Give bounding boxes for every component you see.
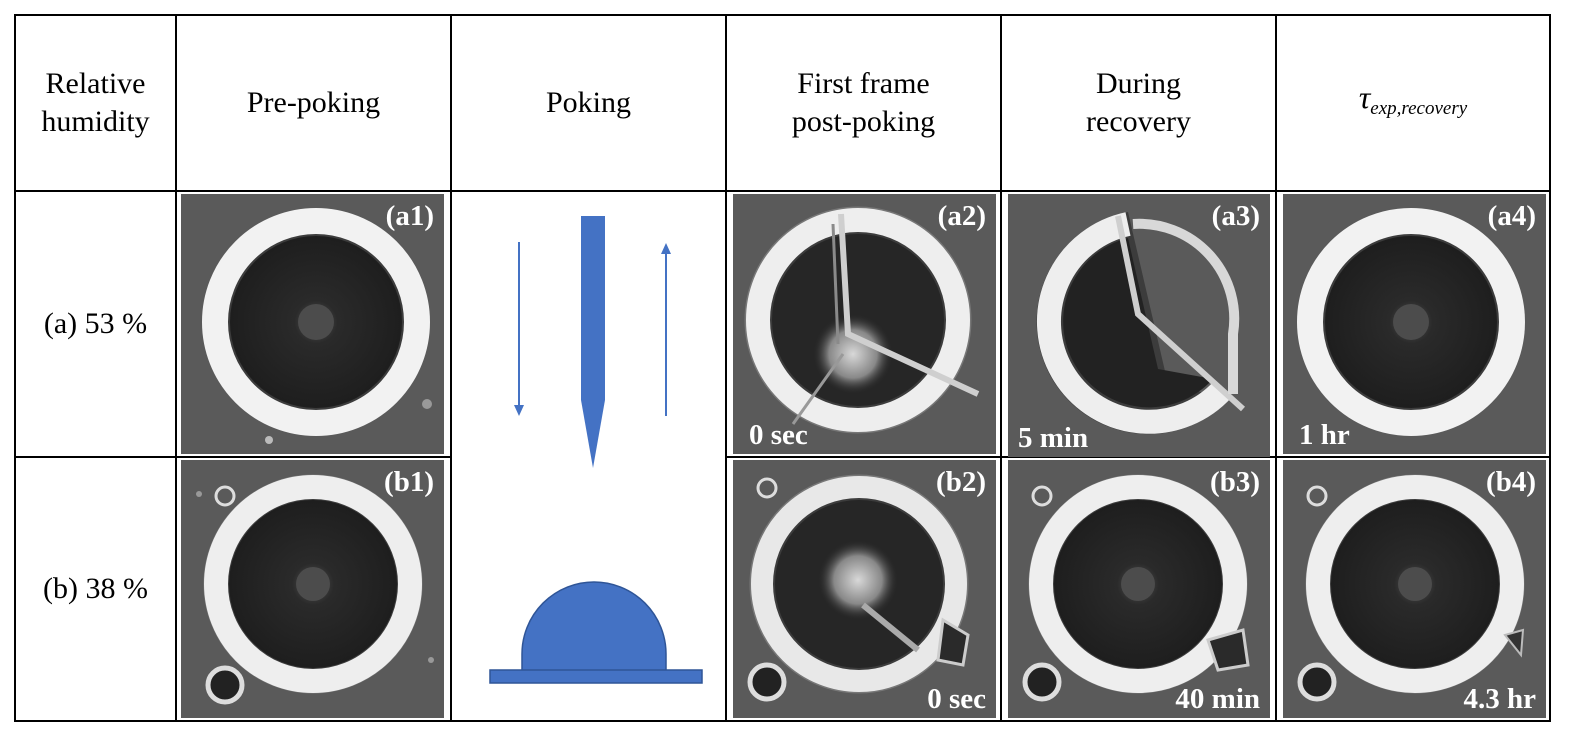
image-panel-b1: (b1) [181,460,444,718]
header-relative-humidity-line1: Relative [45,67,146,100]
col-border-3 [725,14,727,722]
header-during-recovery-line1: During [1096,67,1181,100]
image-panel-a3: (a3) 5 min [1008,194,1270,457]
header-first-frame-line2: post-poking [791,105,936,138]
row-divider-right [726,456,1551,458]
header-relative-humidity-line2: humidity [41,105,150,138]
droplet-image-a1 [202,208,432,444]
time-label-b4: 4.3 hr [1463,683,1537,715]
col-border-6 [1549,14,1551,722]
row-label-a: (a) 53 % [43,307,148,340]
poking-schematic [489,216,703,684]
panel-label-b1: (b1) [384,466,434,498]
time-label-a2: 0 sec [749,419,808,451]
droplet-icon [521,581,667,673]
image-panel-a4: (a4) 1 hr [1283,194,1546,454]
droplet-image-a2 [744,206,980,434]
header-tau-recovery: τexp,recovery [1277,16,1549,190]
header-first-frame: First frame post-poking [727,16,1000,190]
panel-label-b4: (b4) [1486,466,1536,498]
header-poking: Poking [452,16,725,190]
header-tau-subscript: exp,recovery [1370,98,1468,119]
col-border-5 [1275,14,1277,722]
table-bottom-border [14,720,1551,722]
droplet-image-b4 [1297,474,1525,702]
panel-label-a1: (a1) [385,200,434,232]
substrate-icon [489,669,703,684]
col-border-2 [450,14,452,722]
needle-icon [581,216,605,468]
droplet-image-b3 [1022,474,1250,702]
droplet-image-a3 [1036,212,1246,435]
header-first-frame-line1: First frame [797,67,930,100]
row-label-b: (b) 38 % [43,572,148,605]
header-relative-humidity: Relative humidity [16,16,175,190]
time-label-b2: 0 sec [927,683,986,715]
up-arrow-head [661,243,671,254]
image-panel-b2: (b2) 0 sec [733,460,996,718]
header-poking-text: Poking [545,86,632,119]
time-label-a3: 5 min [1018,422,1089,454]
panel-label-b2: (b2) [936,466,986,498]
header-pre-poking: Pre-poking [177,16,450,190]
droplet-image-a4 [1297,208,1525,436]
table-top-border [14,14,1551,16]
header-tau-symbol: τexp,recovery [1358,79,1468,119]
header-pre-poking-text: Pre-poking [246,86,381,119]
droplet-image-b2 [747,474,970,702]
col-border-0 [14,14,16,722]
panel-label-b3: (b3) [1210,466,1260,498]
image-panel-b3: (b3) 40 min [1008,460,1270,718]
col-border-1 [175,14,177,722]
panel-label-a3: (a3) [1211,200,1260,232]
header-during-recovery-line2: recovery [1086,105,1191,138]
panel-label-a4: (a4) [1487,200,1536,232]
down-arrow-head [514,405,524,416]
image-panel-a1: (a1) [181,194,444,454]
panel-label-a2: (a2) [937,200,986,232]
time-label-a4: 1 hr [1299,419,1350,451]
droplet-image-b1 [196,474,434,705]
header-during-recovery: During recovery [1002,16,1275,190]
time-label-b3: 40 min [1175,683,1260,715]
col-border-4 [1000,14,1002,722]
image-panel-b4: (b4) 4.3 hr [1283,460,1546,718]
header-bottom-border [14,190,1551,192]
row-divider [14,456,451,458]
image-panel-a2: (a2) 0 sec [733,194,996,454]
